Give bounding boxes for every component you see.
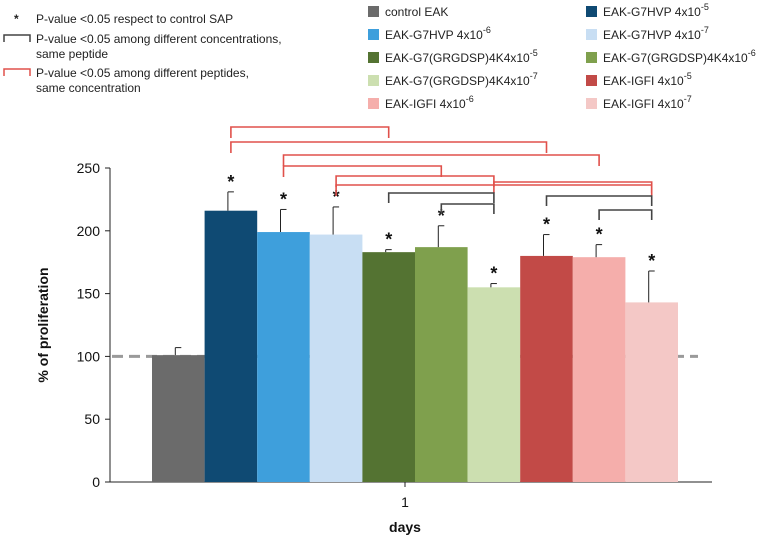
significance-star-9: *: [648, 251, 655, 271]
legend-label-exponent: -7: [701, 25, 709, 35]
legend-label-5: EAK-G7(GRGDSP)4K4x10-6: [603, 48, 756, 65]
x-axis-title: days: [389, 519, 421, 535]
legend-label-0: control EAK: [385, 5, 448, 19]
black-bracket-1: [440, 203, 495, 214]
legend-label-8: EAK-IGFI 4x10-6: [385, 94, 474, 111]
bar-1: [204, 210, 258, 483]
legend-swatch-7: [586, 75, 597, 86]
bar-6: [467, 287, 521, 482]
legend-label-exponent: -5: [530, 48, 538, 58]
legend-label-text: EAK-IGFI 4x10: [385, 97, 466, 111]
significance-star-6: *: [490, 264, 497, 284]
note-red-bracket-text: P-value <0.05 among different peptides,: [36, 66, 249, 80]
legend-label-exponent: -7: [530, 71, 538, 81]
bar-2: [257, 232, 310, 482]
note-red-bracket-text: same concentration: [36, 81, 141, 95]
bar-9: [625, 302, 678, 482]
legend-label-text: EAK-IGFI 4x10: [603, 74, 684, 88]
bar-8: [572, 257, 626, 482]
significance-star-8: *: [596, 225, 603, 245]
black-bracket-3: [598, 209, 653, 220]
legend-label-exponent: -6: [466, 94, 474, 104]
legend-label-7: EAK-IGFI 4x10-5: [603, 71, 692, 88]
legend-label-text: EAK-G7HVP 4x10: [385, 28, 483, 42]
legend-label-2: EAK-G7HVP 4x10-6: [385, 25, 491, 42]
note-black-bracket-text: same peptide: [36, 47, 108, 61]
significance-star-7: *: [543, 215, 550, 235]
y-tick-label: 100: [77, 348, 101, 364]
x-tick-label: 1: [401, 494, 409, 510]
red-bracket-2: [282, 165, 443, 177]
significance-star-2: *: [280, 189, 287, 209]
legend-label-text: control EAK: [385, 5, 448, 19]
bars: * * * * * * * * *: [152, 172, 678, 483]
legend-label-1: EAK-G7HVP 4x10-5: [603, 2, 709, 19]
legend-label-exponent: -7: [684, 94, 692, 104]
legend-swatch-8: [368, 98, 379, 109]
significance-brackets: [230, 126, 653, 220]
legend-label-text: EAK-IGFI 4x10: [603, 97, 684, 111]
red-bracket-1: [230, 141, 548, 153]
bar-0: [152, 355, 205, 482]
red-bracket-3: [282, 154, 600, 166]
legend-swatch-2: [368, 29, 379, 40]
legend-label-exponent: -6: [748, 48, 756, 58]
y-tick-label: 50: [84, 411, 100, 427]
legend-label-4: EAK-G7(GRGDSP)4K4x10-5: [385, 48, 538, 65]
significance-star-5: *: [438, 206, 445, 226]
black-bracket-0: [387, 192, 495, 203]
bar-7: [520, 255, 573, 482]
legend-label-text: EAK-G7(GRGDSP)4K4x10: [385, 74, 530, 88]
legend-label-exponent: -5: [684, 71, 692, 81]
bar-3: [309, 234, 363, 482]
note-star-text: P-value <0.05 respect to control SAP: [36, 12, 233, 26]
legend-label-6: EAK-G7(GRGDSP)4K4x10-7: [385, 71, 538, 88]
black-bracket-2: [545, 195, 653, 206]
note-star-symbol: *: [14, 12, 19, 26]
bar-4: [362, 252, 415, 482]
legend-swatch-1: [586, 6, 597, 17]
legend-label-exponent: -5: [701, 2, 709, 12]
legend-label-text: EAK-G7(GRGDSP)4K4x10: [603, 51, 748, 65]
legend-swatch-5: [586, 52, 597, 63]
significance-star-1: *: [227, 172, 234, 192]
note-red-bracket-icon: [3, 68, 31, 76]
legend-label-text: EAK-G7(GRGDSP)4K4x10: [385, 51, 530, 65]
legend-swatch-9: [586, 98, 597, 109]
note-black-bracket-icon: [3, 34, 31, 42]
bar-5: [415, 247, 468, 482]
significance-notes: * P-value <0.05 respect to control SAP P-v…: [3, 12, 282, 95]
significance-star-3: *: [333, 187, 340, 207]
legend-label-text: EAK-G7HVP 4x10: [603, 5, 701, 19]
red-bracket-0: [230, 126, 390, 138]
legend-swatch-3: [586, 29, 597, 40]
legend-label-9: EAK-IGFI 4x10-7: [603, 94, 692, 111]
y-tick-label: 250: [77, 160, 101, 176]
legend-swatch-4: [368, 52, 379, 63]
y-axis-title: % of proliferation: [35, 267, 51, 382]
legend-swatch-6: [368, 75, 379, 86]
legend-label-3: EAK-G7HVP 4x10-7: [603, 25, 709, 42]
legend-swatch-0: [368, 6, 379, 17]
red-bracket-6: [493, 181, 653, 193]
legend-label-text: EAK-G7HVP 4x10: [603, 28, 701, 42]
y-tick-label: 150: [77, 286, 101, 302]
y-tick-label: 200: [77, 223, 101, 239]
y-tick-label: 0: [92, 474, 100, 490]
significance-star-4: *: [385, 230, 392, 250]
note-black-bracket-text: P-value <0.05 among different concentrat…: [36, 32, 282, 46]
legend-label-exponent: -6: [483, 25, 491, 35]
